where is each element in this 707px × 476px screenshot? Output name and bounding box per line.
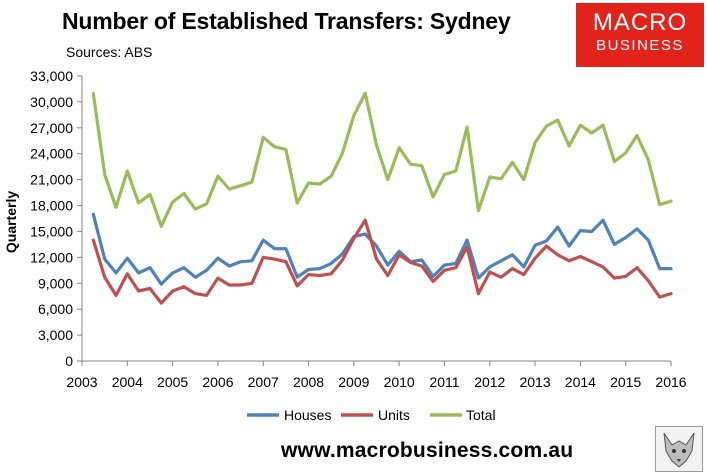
- x-tick-label: 2008: [293, 374, 324, 390]
- y-tick-label: 6,000: [38, 301, 73, 317]
- y-tick-label: 15,000: [30, 223, 73, 239]
- x-tick-label: 2014: [565, 374, 596, 390]
- x-tick-label: 2005: [157, 374, 188, 390]
- legend-label-total: Total: [466, 407, 496, 423]
- y-tick-label: 21,000: [30, 172, 73, 188]
- chart-axes: 0 3,000 6,000 9,000 12,000 15,000 18,000 21,000…: [30, 68, 687, 390]
- x-tick-label: 2004: [112, 374, 143, 390]
- y-axis-label: Quarterly: [3, 191, 19, 253]
- logo-line2: BUSINESS: [596, 37, 684, 54]
- legend-label-houses: Houses: [284, 407, 331, 423]
- footer-url: www.macrobusiness.com.au: [281, 439, 574, 462]
- y-tick-label: 30,000: [30, 94, 73, 110]
- x-tick-label: 2011: [429, 374, 459, 390]
- y-tick-label: 27,000: [30, 120, 73, 136]
- legend-label-units: Units: [378, 407, 410, 423]
- y-tick-label: 0: [65, 353, 73, 369]
- x-tick-label: 2010: [384, 374, 415, 390]
- x-tick-label: 2015: [610, 374, 641, 390]
- macrobusiness-logo: MACRO BUSINESS: [576, 3, 704, 67]
- chart-legend: Houses Units Total: [247, 407, 496, 423]
- x-tick-label: 2013: [519, 374, 550, 390]
- chart-series: [91, 91, 673, 305]
- y-tick-label: 18,000: [30, 198, 73, 214]
- y-tick-label: 33,000: [30, 68, 73, 84]
- x-tick-label: 2006: [202, 374, 233, 390]
- series-line-total: [91, 91, 673, 228]
- x-tick-label: 2007: [248, 374, 279, 390]
- logo-line1: MACRO: [592, 9, 688, 36]
- series-line-houses: [91, 212, 673, 286]
- x-tick-label: 2009: [338, 374, 369, 390]
- x-tick-label: 2012: [474, 374, 505, 390]
- y-tick-label: 9,000: [38, 275, 73, 291]
- wolf-icon: [655, 426, 703, 472]
- series-line-units: [91, 218, 673, 305]
- x-tick-label: 2016: [655, 374, 686, 390]
- y-tick-label: 12,000: [30, 249, 73, 265]
- chart-subtitle: Sources: ABS: [66, 44, 153, 60]
- x-tick-label: 2003: [66, 374, 97, 390]
- chart-title: Number of Established Transfers: Sydney: [62, 8, 511, 34]
- y-tick-label: 3,000: [38, 327, 73, 343]
- y-tick-label: 24,000: [30, 146, 73, 162]
